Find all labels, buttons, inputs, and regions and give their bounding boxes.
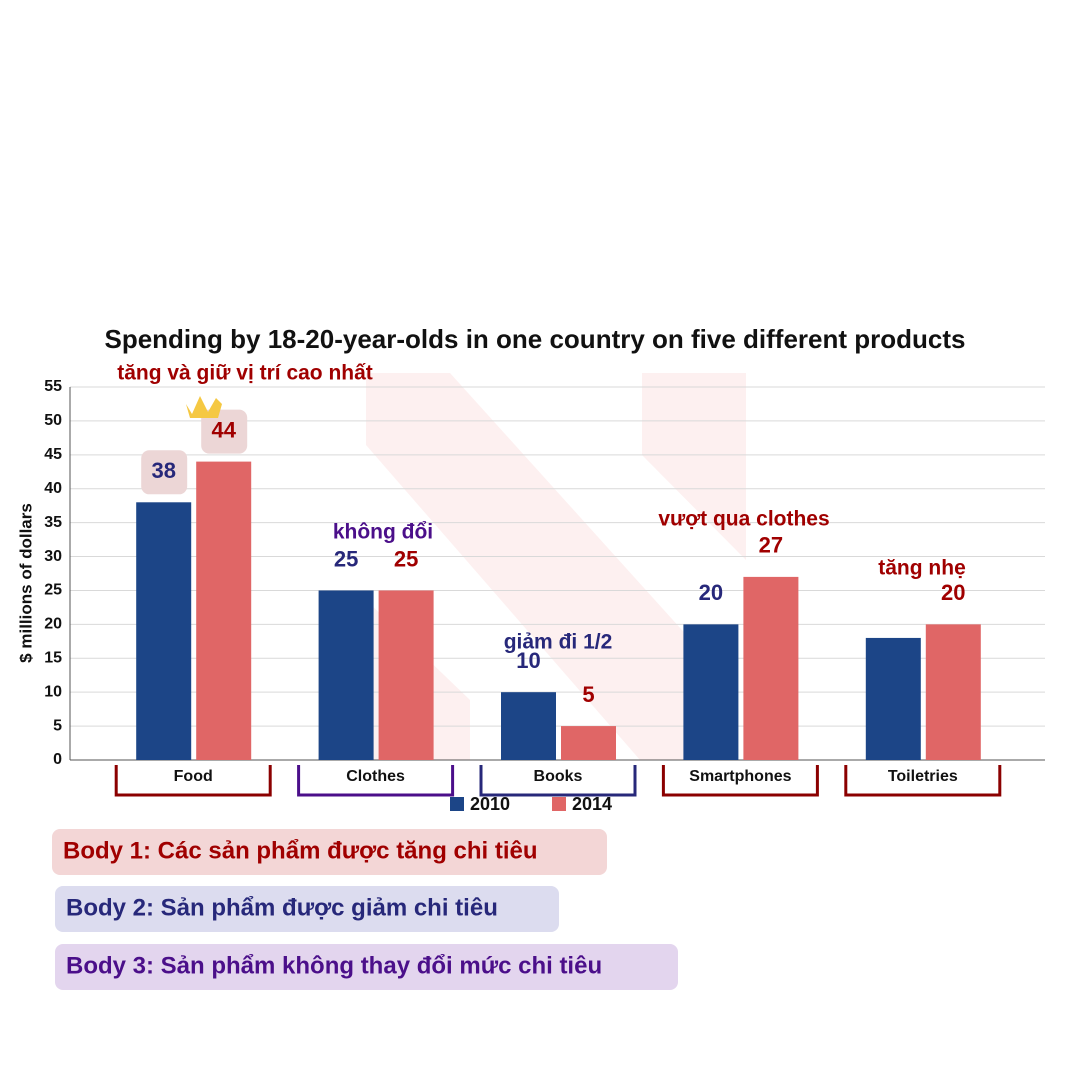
x-tick-label: Books	[534, 768, 583, 785]
bar	[318, 590, 374, 760]
legend-label: 2010	[470, 794, 510, 814]
category-bracket	[114, 765, 272, 797]
y-tick-label: 35	[44, 514, 62, 531]
y-tick-label: 55	[44, 378, 62, 395]
y-tick-label: 10	[44, 683, 62, 700]
bar	[136, 502, 192, 760]
bar	[378, 590, 434, 760]
y-tick-label: 40	[44, 480, 62, 497]
annotation: tăng nhẹ	[878, 557, 966, 580]
legend-label: 2014	[572, 794, 612, 814]
bar	[865, 637, 921, 760]
annotation: không đổi	[333, 521, 433, 544]
x-tick-label: Clothes	[346, 768, 405, 785]
value-label: 20	[941, 580, 965, 605]
bar	[561, 726, 616, 760]
x-tick-label: Food	[174, 768, 213, 785]
category-bracket	[479, 765, 637, 797]
value-label: 44	[211, 417, 236, 442]
value-label: 20	[699, 580, 723, 605]
y-tick-label: 25	[44, 582, 62, 599]
category-bracket	[661, 765, 819, 797]
value-label: 38	[151, 458, 175, 483]
y-tick-label: 15	[44, 649, 62, 666]
note-box	[55, 886, 559, 932]
bar	[925, 624, 981, 760]
label-highlight	[141, 450, 188, 495]
note-box	[52, 829, 607, 875]
label-highlight	[201, 409, 248, 454]
value-label: 10	[516, 648, 540, 673]
y-tick-label: 30	[44, 548, 62, 565]
bar	[683, 624, 739, 760]
crown-icon	[186, 396, 222, 418]
note-text: Body 3: Sản phẩm không thay đổi mức chi …	[66, 952, 602, 979]
y-tick-label: 50	[44, 412, 62, 429]
x-tick-label: Smartphones	[689, 768, 791, 785]
y-axis-label: $ millions of dollars	[16, 503, 35, 663]
value-label: 25	[334, 546, 358, 571]
category-bracket	[844, 765, 1002, 797]
note-text: Body 1: Các sản phẩm được tăng chi tiêu	[63, 837, 538, 864]
y-tick-label: 45	[44, 446, 62, 463]
bar	[743, 576, 799, 760]
x-tick-label: Toiletries	[888, 768, 958, 785]
value-label: 5	[582, 682, 594, 707]
legend-swatch	[450, 797, 464, 811]
y-tick-label: 20	[44, 616, 62, 633]
annotation: giảm đi 1/2	[504, 631, 613, 654]
category-bracket	[297, 765, 455, 797]
value-label: 27	[759, 533, 783, 558]
legend-swatch	[552, 797, 566, 811]
y-tick-label: 5	[53, 717, 62, 734]
value-label: 25	[394, 546, 418, 571]
annotation: vượt qua clothes	[658, 508, 829, 531]
note-text: Body 2: Sản phẩm được giảm chi tiêu	[66, 894, 498, 921]
bar	[196, 461, 252, 760]
chart-title: Spending by 18-20-year-olds in one count…	[104, 324, 965, 354]
bar	[501, 692, 556, 760]
annotation: tăng và giữ vị trí cao nhất	[117, 362, 373, 385]
y-tick-label: 0	[53, 751, 62, 768]
note-box	[55, 944, 678, 990]
